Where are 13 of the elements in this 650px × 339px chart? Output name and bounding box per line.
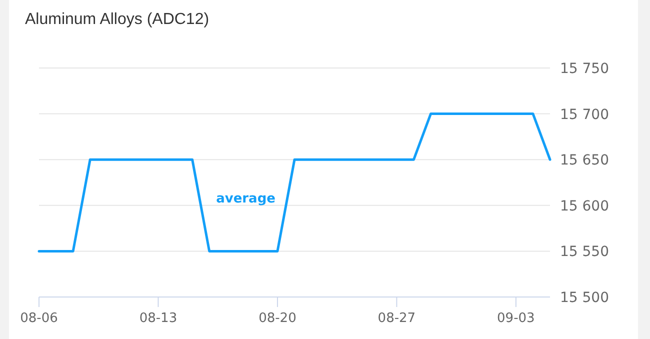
y-tick-label: 15 500	[560, 290, 609, 306]
x-tick-label: 08-20	[258, 311, 296, 326]
y-tick-label: 15 550	[560, 244, 609, 260]
x-tick-label: 08-27	[378, 311, 416, 326]
y-tick-label: 15 750	[560, 61, 609, 77]
chart-title: Aluminum Alloys (ADC12)	[25, 11, 210, 28]
x-tick-label: 08-13	[139, 311, 178, 326]
y-tick-label: 15 650	[560, 152, 609, 169]
x-tick-label: 09-03	[497, 311, 535, 326]
x-tick-label: 08-06	[20, 311, 58, 326]
y-tick-label: 15 700	[560, 106, 609, 123]
series-label: average	[216, 192, 276, 206]
y-tick-label: 15 600	[560, 198, 609, 214]
